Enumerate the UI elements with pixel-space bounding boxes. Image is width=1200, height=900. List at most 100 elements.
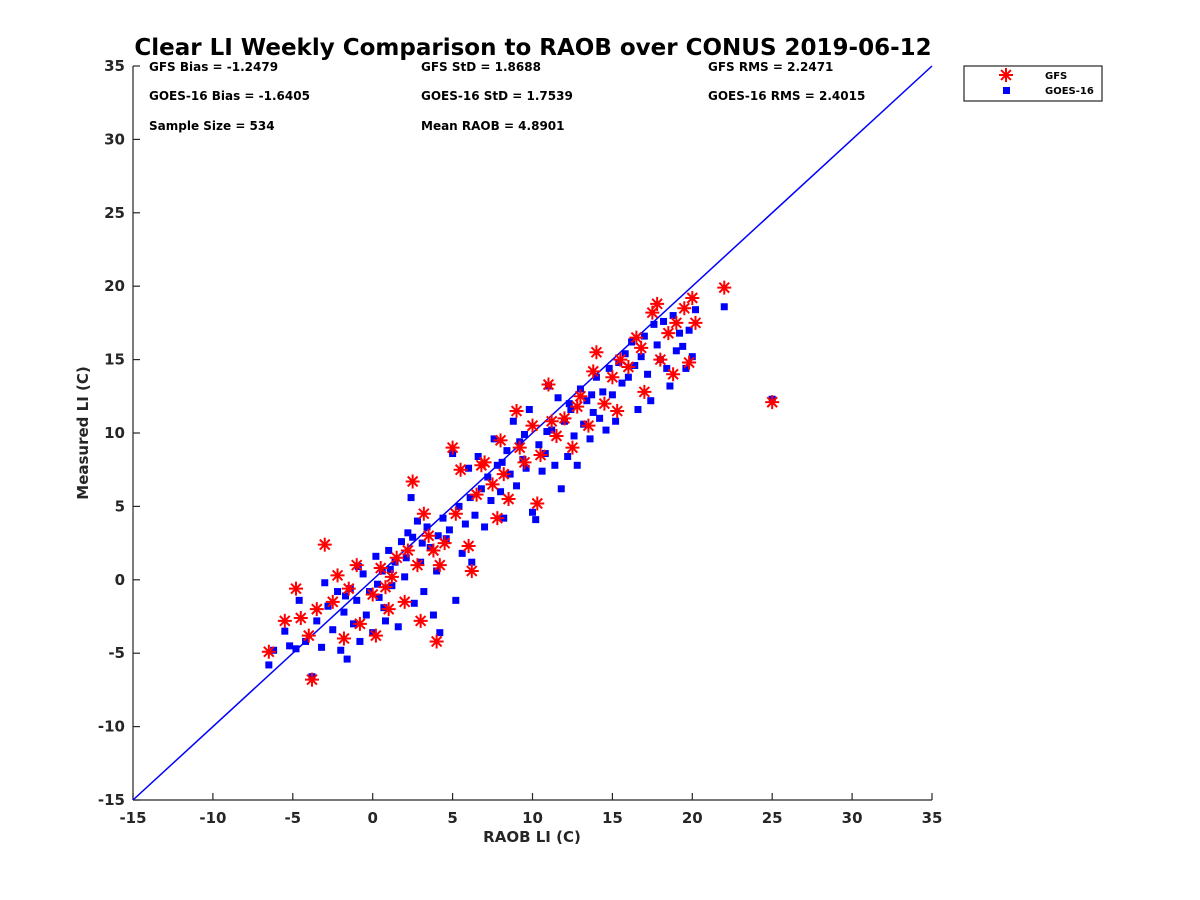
goes16-point bbox=[481, 523, 489, 531]
goes16-point bbox=[452, 596, 460, 604]
goes16-point bbox=[397, 538, 405, 546]
gfs-point bbox=[677, 301, 692, 316]
stat-gfs-std: GFS StD = 1.8688 bbox=[421, 60, 541, 74]
goes16-point bbox=[679, 342, 687, 350]
goes16-point bbox=[602, 426, 610, 434]
gfs-point bbox=[464, 563, 479, 578]
goes16-point bbox=[589, 408, 597, 416]
goes16-point bbox=[493, 461, 501, 469]
goes16-point bbox=[407, 494, 415, 502]
gfs-point bbox=[586, 364, 601, 379]
y-tick-label: 30 bbox=[104, 130, 125, 148]
gfs-point bbox=[634, 340, 649, 355]
gfs-point bbox=[301, 628, 316, 643]
gfs-point bbox=[384, 569, 399, 584]
gfs-point bbox=[448, 506, 463, 521]
gfs-point bbox=[650, 296, 665, 311]
goes16-point bbox=[292, 645, 300, 653]
x-axis-label: RAOB LI (C) bbox=[483, 828, 581, 846]
goes16-point bbox=[386, 566, 394, 574]
gfs-point bbox=[661, 326, 676, 341]
gfs-points bbox=[261, 280, 780, 687]
x-tick-label: 0 bbox=[367, 809, 377, 827]
goes16-point bbox=[640, 332, 648, 340]
goes16-point bbox=[434, 532, 442, 540]
gfs-point bbox=[501, 492, 516, 507]
goes16-point bbox=[521, 430, 529, 438]
goes16-point bbox=[295, 596, 303, 604]
stat-sample-size: Sample Size = 534 bbox=[149, 119, 275, 133]
goes16-point bbox=[286, 642, 294, 650]
goes16-point bbox=[388, 582, 396, 590]
goes16-point bbox=[573, 461, 581, 469]
stat-goes-std: GOES-16 StD = 1.7539 bbox=[421, 89, 573, 103]
goes16-point bbox=[466, 494, 474, 502]
gfs-point bbox=[682, 355, 697, 370]
goes16-point bbox=[592, 373, 600, 381]
gfs-point bbox=[490, 511, 505, 526]
goes16-point bbox=[381, 617, 389, 625]
gfs-point bbox=[277, 613, 292, 628]
goes16-point bbox=[404, 529, 412, 537]
goes16-point bbox=[618, 379, 626, 387]
goes16-point bbox=[468, 558, 476, 566]
y-tick-label: -10 bbox=[98, 718, 125, 736]
gfs-point bbox=[717, 280, 732, 295]
gfs-point bbox=[765, 395, 780, 410]
x-tick-label: 10 bbox=[522, 809, 543, 827]
goes16-point bbox=[302, 637, 310, 645]
gfs-point bbox=[437, 536, 452, 551]
x-tick-label: 20 bbox=[682, 809, 703, 827]
goes16-point bbox=[538, 467, 546, 475]
goes16-point bbox=[586, 435, 594, 443]
goes16-point bbox=[429, 611, 437, 619]
gfs-point bbox=[581, 418, 596, 433]
goes16-point bbox=[270, 646, 278, 654]
goes16-point bbox=[551, 461, 559, 469]
goes16-point bbox=[418, 539, 426, 547]
goes16-point bbox=[445, 526, 453, 534]
gfs-point bbox=[573, 389, 588, 404]
goes16-point bbox=[442, 535, 450, 543]
goes16-point bbox=[313, 617, 321, 625]
goes16-point bbox=[685, 326, 693, 334]
goes16-point bbox=[474, 452, 482, 460]
legend-gfs-asterisk bbox=[999, 68, 1013, 82]
goes16-point bbox=[672, 347, 680, 355]
goes16-point bbox=[509, 417, 517, 425]
goes16-point bbox=[380, 604, 388, 612]
gfs-point bbox=[621, 359, 636, 374]
goes16-point bbox=[497, 488, 505, 496]
gfs-point bbox=[541, 377, 556, 392]
goes16-point bbox=[565, 400, 573, 408]
goes16-point bbox=[583, 397, 591, 405]
stat-gfs-bias: GFS Bias = -1.2479 bbox=[149, 60, 278, 74]
gfs-point bbox=[485, 477, 500, 492]
goes16-point bbox=[525, 406, 533, 414]
goes16-point bbox=[567, 406, 575, 414]
gfs-point bbox=[474, 458, 489, 473]
gfs-point bbox=[557, 411, 572, 426]
goes16-point bbox=[281, 627, 289, 635]
goes16-point bbox=[663, 364, 671, 372]
gfs-point bbox=[410, 558, 425, 573]
goes16-point bbox=[458, 549, 466, 557]
one-to-one-line bbox=[132, 65, 933, 801]
gfs-point bbox=[413, 613, 428, 628]
y-tick-label: 0 bbox=[115, 571, 125, 589]
goes16-point bbox=[596, 414, 604, 422]
stats-annotations: GFS Bias = -1.2479 GOES-16 Bias = -1.640… bbox=[149, 60, 865, 133]
x-ticks: -15 -10 -5 0 5 10 15 20 25 30 35 bbox=[119, 793, 942, 827]
goes16-point bbox=[647, 397, 655, 405]
stat-gfs-rms: GFS RMS = 2.2471 bbox=[708, 60, 833, 74]
goes16-point bbox=[402, 554, 410, 562]
gfs-point bbox=[688, 315, 703, 330]
x-tick-label: 5 bbox=[447, 809, 457, 827]
y-ticks: -15 -10 -5 0 5 10 15 20 25 30 35 bbox=[98, 57, 140, 809]
goes16-point bbox=[356, 637, 364, 645]
goes16-point bbox=[564, 452, 572, 460]
goes16-point bbox=[548, 426, 556, 434]
goes16-point bbox=[439, 514, 447, 522]
gfs-point bbox=[605, 370, 620, 385]
